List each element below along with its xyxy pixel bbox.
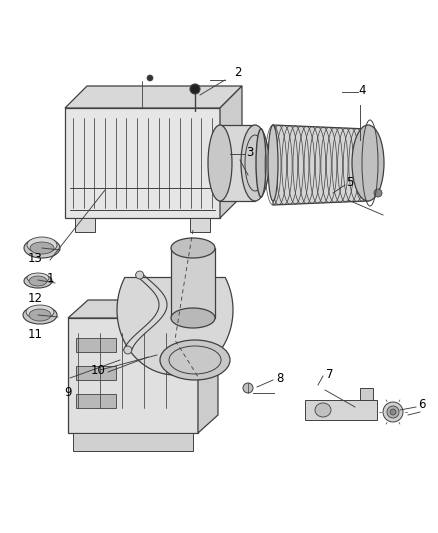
Ellipse shape <box>26 305 54 319</box>
Polygon shape <box>273 125 368 205</box>
Polygon shape <box>220 125 255 201</box>
Text: 9: 9 <box>64 386 72 400</box>
Text: 11: 11 <box>28 328 42 342</box>
Text: 4: 4 <box>358 84 366 96</box>
Polygon shape <box>65 86 242 108</box>
Polygon shape <box>190 218 210 232</box>
Ellipse shape <box>136 271 144 279</box>
Polygon shape <box>76 394 116 408</box>
Polygon shape <box>305 400 377 420</box>
Ellipse shape <box>374 189 382 197</box>
Polygon shape <box>76 338 116 352</box>
Ellipse shape <box>160 340 230 380</box>
Polygon shape <box>68 318 198 433</box>
Ellipse shape <box>124 346 132 354</box>
Ellipse shape <box>256 129 266 197</box>
Polygon shape <box>76 366 116 380</box>
Ellipse shape <box>352 125 384 201</box>
Ellipse shape <box>241 125 269 201</box>
Polygon shape <box>198 300 218 433</box>
Text: 6: 6 <box>418 399 426 411</box>
Ellipse shape <box>27 273 49 283</box>
Text: 3: 3 <box>246 146 254 158</box>
Ellipse shape <box>387 406 399 418</box>
Ellipse shape <box>315 403 331 417</box>
Text: 1: 1 <box>46 271 54 285</box>
Text: 10: 10 <box>91 364 106 376</box>
Text: 5: 5 <box>346 176 354 190</box>
Ellipse shape <box>30 242 54 254</box>
Ellipse shape <box>171 308 215 328</box>
Polygon shape <box>75 218 95 232</box>
Ellipse shape <box>23 306 57 324</box>
Polygon shape <box>171 248 215 318</box>
Ellipse shape <box>24 274 52 288</box>
Text: 2: 2 <box>234 67 242 79</box>
Polygon shape <box>117 278 233 375</box>
Ellipse shape <box>243 383 253 393</box>
Ellipse shape <box>29 309 51 321</box>
Text: 7: 7 <box>326 367 334 381</box>
Ellipse shape <box>147 75 153 81</box>
Polygon shape <box>73 433 193 451</box>
Text: 13: 13 <box>28 252 42 264</box>
Ellipse shape <box>190 84 200 94</box>
Ellipse shape <box>29 276 47 286</box>
Ellipse shape <box>27 237 57 253</box>
Polygon shape <box>65 108 220 218</box>
Polygon shape <box>360 388 373 400</box>
Ellipse shape <box>390 409 396 415</box>
Ellipse shape <box>383 402 403 422</box>
Text: 12: 12 <box>28 292 42 304</box>
Ellipse shape <box>208 125 232 201</box>
Polygon shape <box>68 300 218 318</box>
Text: 8: 8 <box>276 372 284 384</box>
Ellipse shape <box>24 238 60 258</box>
Ellipse shape <box>171 238 215 258</box>
Ellipse shape <box>268 125 278 201</box>
Polygon shape <box>220 86 242 218</box>
